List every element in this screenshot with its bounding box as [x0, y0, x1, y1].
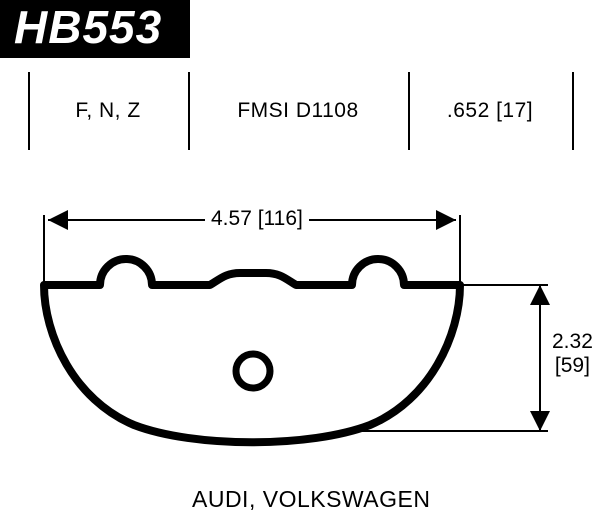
height-dimension-label: 2.32[59]: [552, 330, 593, 378]
vehicle-makes: AUDI, VOLKSWAGEN: [192, 486, 430, 513]
brake-pad-outline: [44, 259, 460, 442]
width-dimension-label: 4.57 [116]: [205, 207, 309, 231]
spec-row: F, N, Z FMSI D1108 .652 [17]: [28, 78, 572, 144]
center-hole: [236, 354, 270, 388]
spec-fmsi-cell: FMSI D1108: [188, 78, 408, 144]
spec-compounds-cell: F, N, Z: [28, 78, 188, 144]
part-number-badge: HB553: [0, 0, 190, 58]
spec-thickness-cell: .652 [17]: [408, 78, 572, 144]
spec-fmsi: FMSI D1108: [237, 99, 358, 123]
spec-compounds: F, N, Z: [75, 99, 140, 123]
spec-thickness: .652 [17]: [447, 99, 533, 123]
